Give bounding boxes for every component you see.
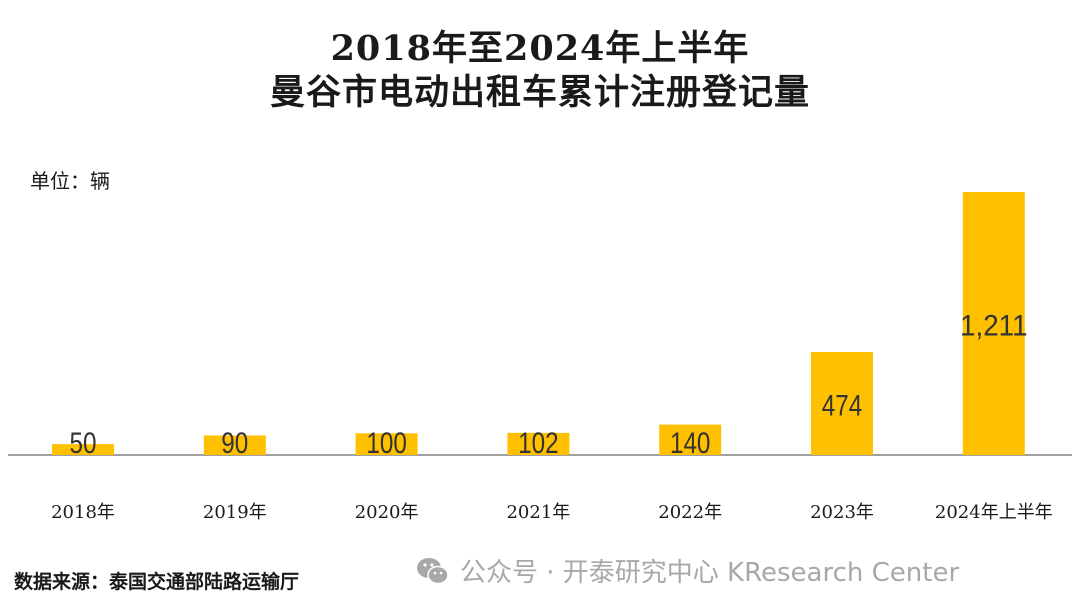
bar bbox=[811, 352, 873, 455]
x-tick-label: 2019年 bbox=[203, 502, 267, 523]
bar-value-label: 100 bbox=[366, 427, 407, 460]
watermark: 公众号 · 开泰研究中心 KResearch Center bbox=[416, 552, 959, 589]
bar bbox=[962, 192, 1025, 455]
data-source: 数据来源：泰国交通部陆路运输厅 bbox=[14, 571, 300, 593]
x-tick-label: 2024年上半年 bbox=[935, 502, 1053, 523]
bar-value-label: 50 bbox=[70, 427, 97, 460]
bar bbox=[659, 424, 722, 455]
chart-title-line2: 曼谷市电动出租车累计注册登记量 bbox=[269, 72, 810, 113]
unit-label: 单位：辆 bbox=[30, 169, 110, 193]
bar-value-label: 102 bbox=[518, 427, 559, 460]
bar bbox=[203, 435, 266, 455]
bar-value-label: 140 bbox=[670, 427, 711, 460]
bar-value-label: 90 bbox=[221, 427, 248, 460]
x-tick-label: 2020年 bbox=[355, 502, 419, 523]
bar bbox=[507, 432, 570, 455]
watermark-text: 公众号 · 开泰研究中心 KResearch Center bbox=[460, 558, 960, 588]
x-tick-label: 2018年 bbox=[51, 502, 115, 523]
wechat-icon bbox=[417, 557, 449, 584]
bar-value-label: 474 bbox=[822, 390, 863, 423]
x-tick-label: 2023年 bbox=[810, 502, 874, 523]
bar bbox=[355, 433, 418, 455]
x-tick-label: 2022年 bbox=[658, 502, 722, 523]
x-tick-label: 2021年 bbox=[506, 502, 570, 523]
chart-title-line1: 2018年至2024年上半年 bbox=[330, 28, 750, 69]
bar-value-label: 1,211 bbox=[960, 310, 1028, 343]
bar bbox=[52, 444, 114, 455]
